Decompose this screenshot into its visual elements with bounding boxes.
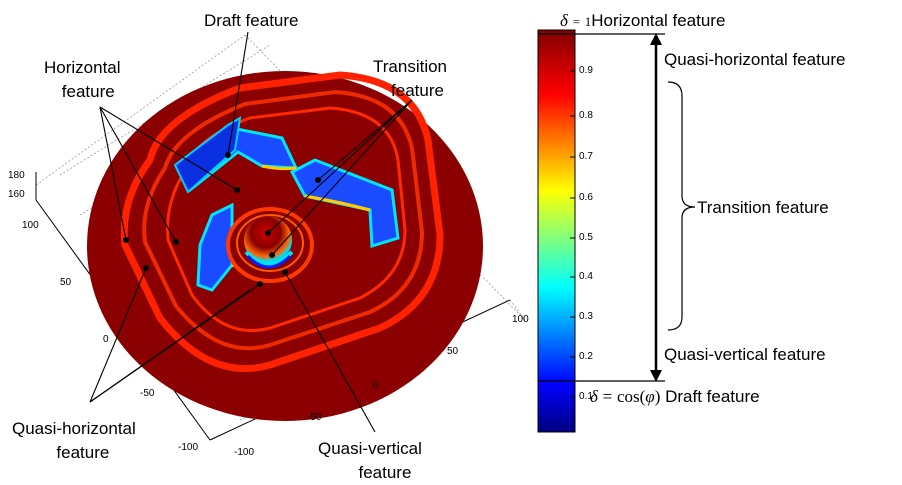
z-tick-180: 180 bbox=[8, 170, 25, 181]
annotation-quasi-horizontal: Quasi-horizontal feature bbox=[664, 50, 846, 69]
cb-tick-0.5: 0.5 bbox=[579, 232, 593, 243]
cb-tick-0.4: 0.4 bbox=[579, 271, 593, 282]
boss-dome-band-2 bbox=[246, 254, 292, 269]
boss-dome bbox=[244, 216, 292, 264]
colorbar bbox=[537, 29, 576, 433]
cb-tick-0.1: 0.1 bbox=[579, 391, 593, 402]
x-tick-100: 100 bbox=[512, 314, 529, 325]
label-quasi-vertical-feature: Quasi-vertical feature bbox=[318, 437, 422, 485]
annotation-delta-one: δ = 1Horizontal feature bbox=[560, 12, 725, 29]
draft-feature-label: Draft feature bbox=[665, 387, 760, 406]
cb-tick-0.7: 0.7 bbox=[579, 151, 593, 162]
x-tick-0: 0 bbox=[373, 380, 379, 391]
boss-inner-ring bbox=[236, 214, 304, 272]
annotation-quasi-vertical: Quasi-vertical feature bbox=[664, 345, 826, 364]
cb-tick-0.3: 0.3 bbox=[579, 311, 593, 322]
annotation-transition: Transition feature bbox=[697, 198, 829, 217]
y-tick-50: 50 bbox=[60, 277, 72, 288]
label-horizontal-line2: feature bbox=[61, 82, 115, 101]
label-quasi-horizontal-feature: Quasi-horizontal feature bbox=[12, 417, 136, 465]
z-tick-160: 160 bbox=[8, 189, 25, 200]
label-quasi-horizontal-line2: feature bbox=[56, 443, 110, 462]
y-tick-m50: -50 bbox=[140, 388, 155, 399]
equals-bottom: = bbox=[602, 387, 613, 406]
label-quasi-horizontal-line1: Quasi-horizontal bbox=[12, 419, 136, 438]
one-top: 1 bbox=[584, 14, 592, 29]
x-tick-m100: -100 bbox=[234, 447, 254, 458]
x-tick-m50: -50 bbox=[307, 412, 322, 423]
cb-tick-0.8: 0.8 bbox=[579, 110, 593, 121]
draft-wall-bottom bbox=[196, 202, 234, 292]
cb-tick-0.9: 0.9 bbox=[579, 65, 593, 76]
label-transition-feature: Transition feature bbox=[373, 55, 447, 103]
range-arrow-head-bottom bbox=[650, 370, 662, 382]
label-quasi-vertical-line2: feature bbox=[358, 463, 412, 482]
equals-top: = bbox=[572, 14, 580, 29]
close-paren: ) bbox=[654, 387, 661, 406]
boss-dome-band bbox=[244, 250, 294, 266]
y-tick-100: 100 bbox=[22, 220, 39, 231]
delta-symbol-top: δ bbox=[560, 11, 568, 30]
label-horizontal-feature: Horizontal feature bbox=[44, 56, 121, 104]
outer-fillet-ring bbox=[120, 71, 444, 372]
range-arrow-head-top bbox=[650, 33, 662, 45]
label-draft-feature: Draft feature bbox=[204, 11, 299, 30]
label-quasi-vertical-line1: Quasi-vertical bbox=[318, 439, 422, 458]
x-tick-50: 50 bbox=[447, 346, 459, 357]
phi-symbol: φ bbox=[645, 387, 655, 406]
cb-tick-0.2: 0.2 bbox=[579, 351, 593, 362]
label-transition-line2: feature bbox=[391, 81, 444, 100]
label-transition-line1: Transition bbox=[373, 57, 448, 76]
annotation-delta-cos: δ = cos(φ) Draft feature bbox=[590, 388, 760, 405]
colorbar-ticks bbox=[570, 70, 575, 398]
transition-bracket bbox=[667, 81, 696, 331]
label-horizontal-line1: Horizontal bbox=[44, 58, 121, 77]
cos-label: cos( bbox=[616, 387, 646, 406]
draft-wall-top-left bbox=[173, 116, 242, 194]
outer-fillet-ring-inner bbox=[142, 89, 425, 351]
y-tick-m100: -100 bbox=[178, 442, 198, 453]
cb-tick-0.6: 0.6 bbox=[579, 192, 593, 203]
horizontal-feature-label: Horizontal feature bbox=[591, 11, 726, 30]
leader-lines bbox=[89, 31, 413, 433]
y-tick-0: 0 bbox=[103, 334, 109, 345]
delta-symbol-bottom: δ bbox=[590, 387, 598, 406]
